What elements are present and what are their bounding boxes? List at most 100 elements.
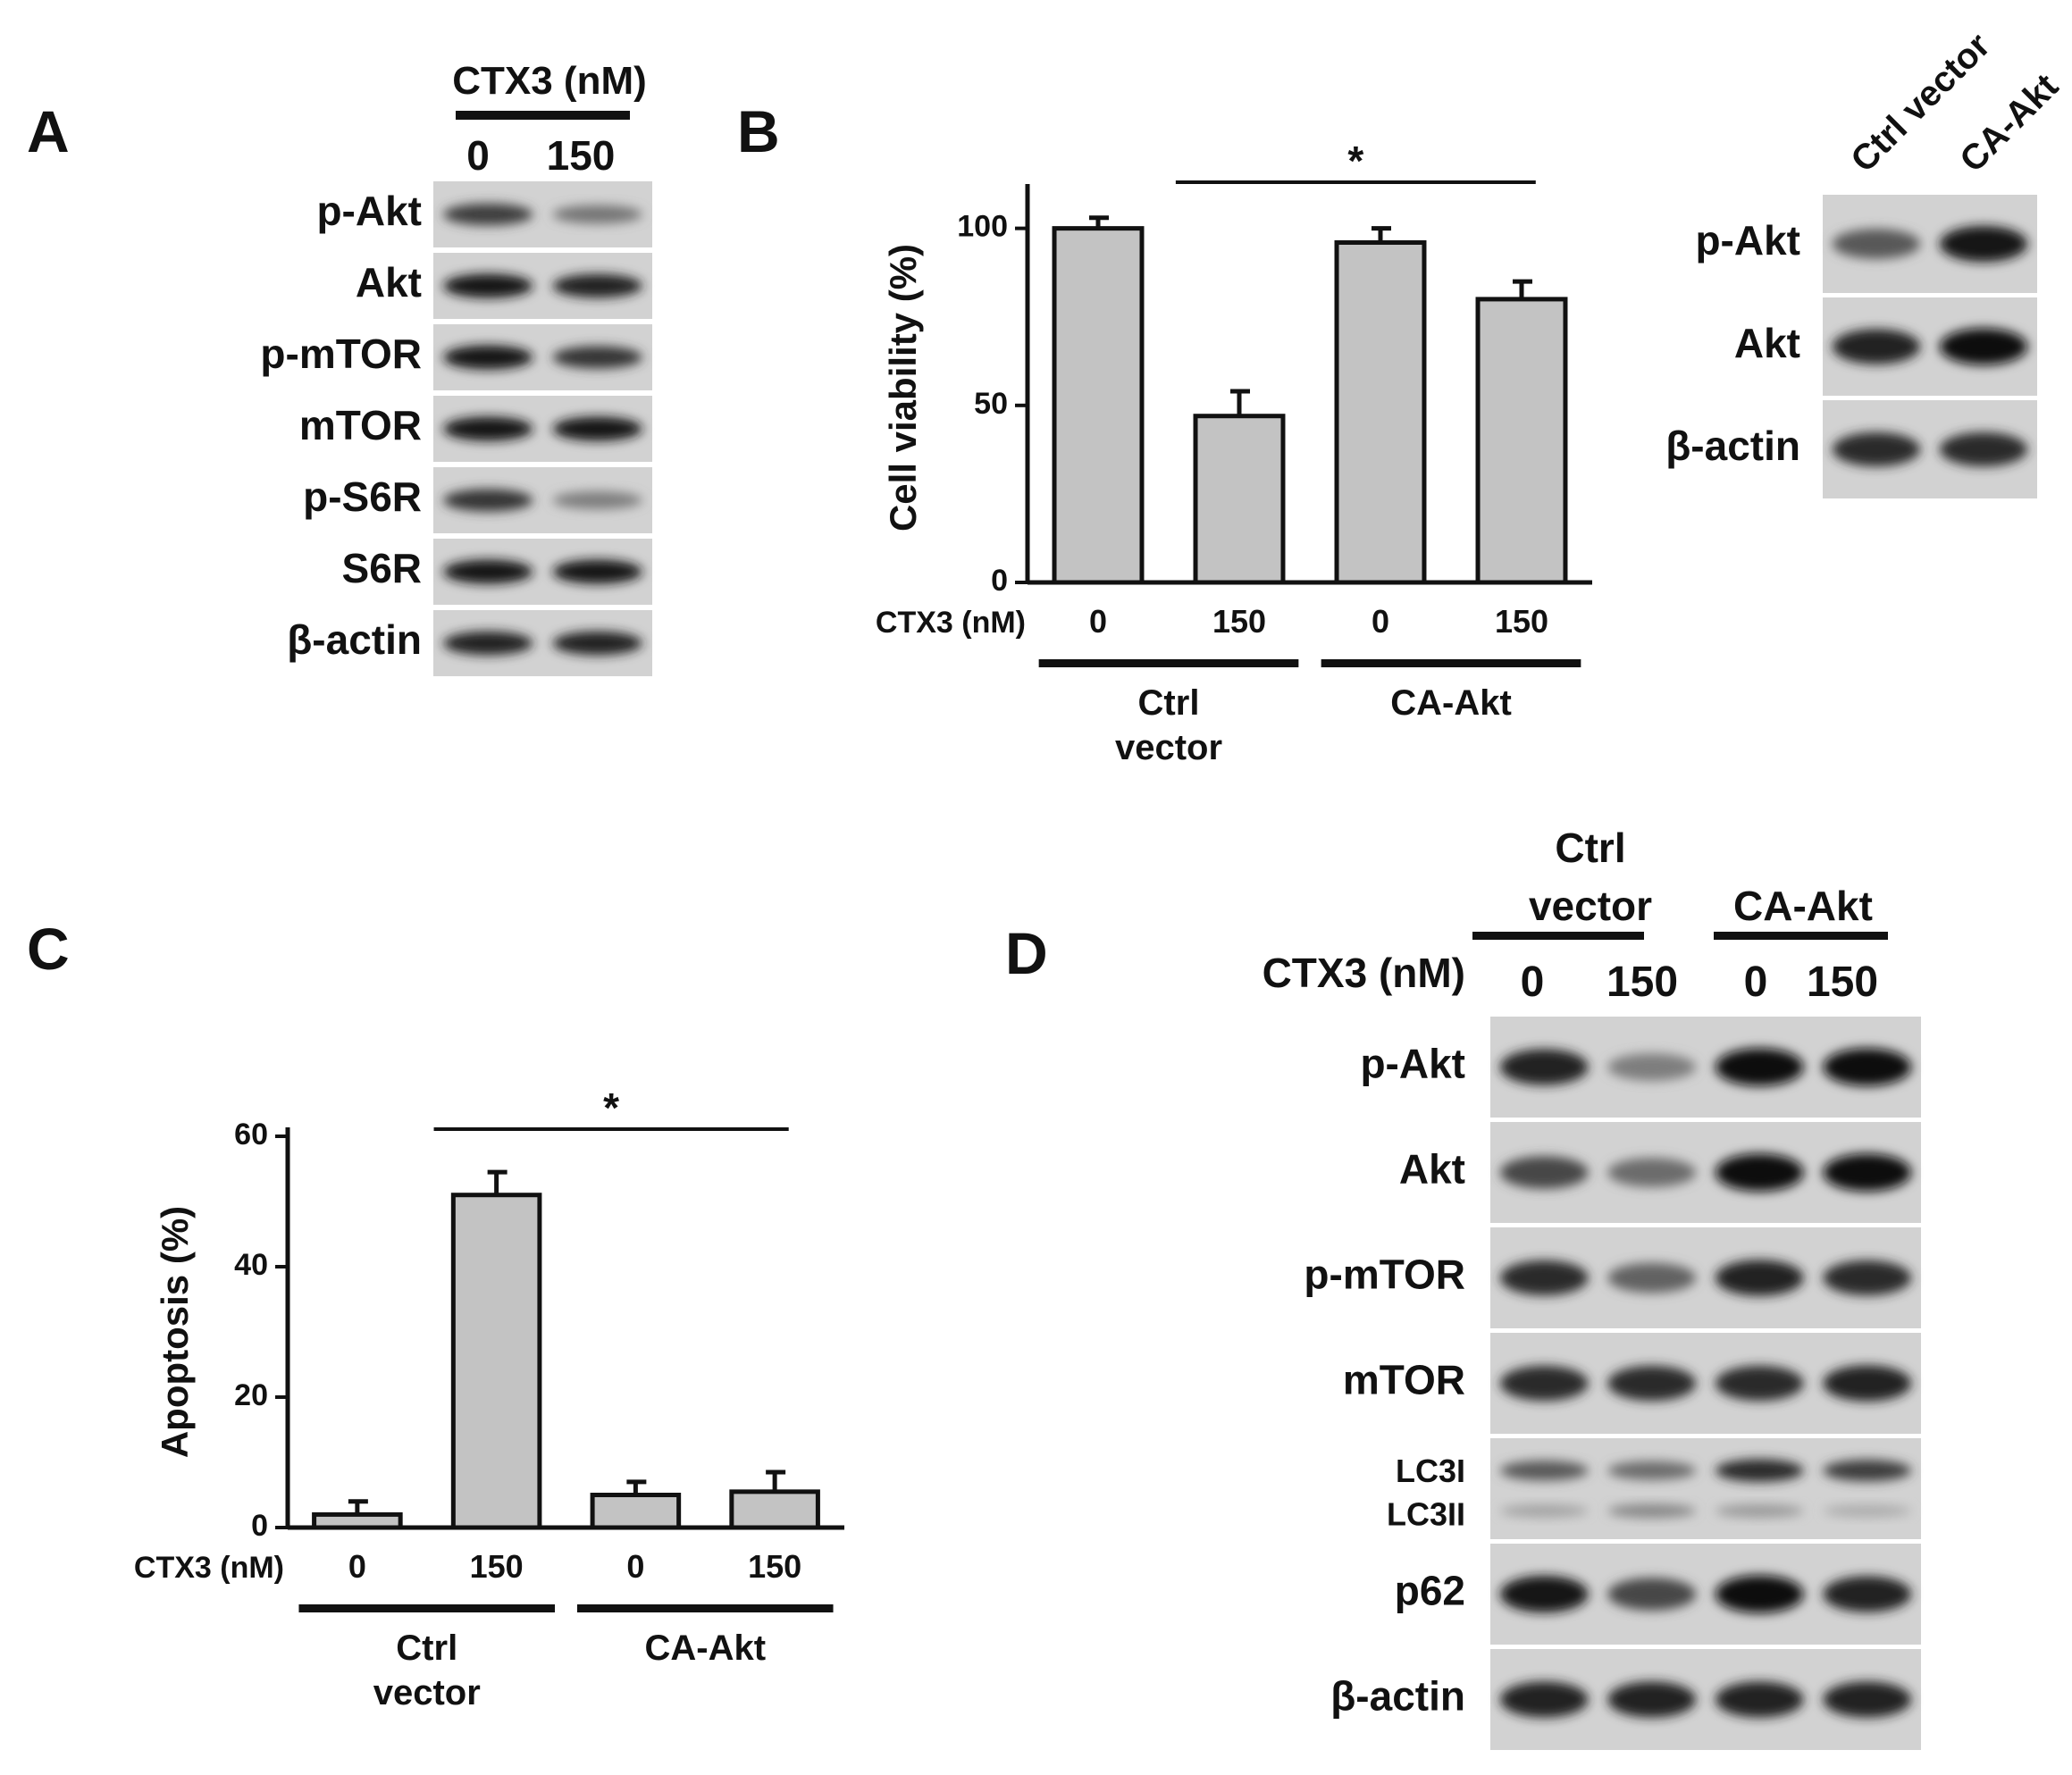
panel-d-band-6-2 bbox=[1715, 1681, 1804, 1718]
chart-c-group-0-line-0: Ctrl bbox=[396, 1628, 457, 1668]
panel-d-band-0-1 bbox=[1607, 1053, 1697, 1081]
panel-b-band-1-1 bbox=[1939, 328, 2028, 365]
panel-d-band-2-0 bbox=[1499, 1260, 1589, 1296]
panel-d-band-3-1 bbox=[1607, 1365, 1697, 1402]
panel-d-strip-4 bbox=[1490, 1438, 1921, 1539]
panel-a-label-2: p-mTOR bbox=[260, 331, 422, 377]
panel-b-band-0-0 bbox=[1832, 229, 1921, 259]
panel-a-label-3: mTOR bbox=[299, 402, 422, 448]
panel-b-lane-1: CA-Akt bbox=[1952, 66, 2066, 180]
panel-d-label-0: p-Akt bbox=[1360, 1041, 1465, 1087]
panel-b-label-2: β-actin bbox=[1665, 423, 1800, 469]
panel-a-band-5-0 bbox=[443, 559, 533, 584]
chart-b-ytick-label-0: 0 bbox=[991, 564, 1008, 598]
panel-d-band-2-2 bbox=[1715, 1260, 1804, 1296]
chart-b-bar-2 bbox=[1334, 239, 1427, 585]
panel-a-lane-0: 0 bbox=[466, 132, 490, 179]
panel-d-lane-0: 0 bbox=[1521, 959, 1545, 1006]
panel-c-chart: 0 20 40 60 Apoptosis (%) 0 150 0 150 CTX3 (nM) Ctr… bbox=[134, 1084, 844, 1712]
panel-a-band-3-0 bbox=[443, 416, 533, 441]
chart-c-ytick-label-0: 0 bbox=[251, 1509, 268, 1543]
chart-b-category-3: 150 bbox=[1495, 603, 1548, 640]
chart-c-bar-3 bbox=[729, 1489, 820, 1530]
panel-d-header: CTX3 (nM) bbox=[1262, 950, 1465, 996]
chart-c-group-0-line-1: vector bbox=[373, 1673, 481, 1712]
panel-c-letter: C bbox=[27, 916, 70, 982]
panel-a-label-0: p-Akt bbox=[316, 188, 422, 234]
panel-d-group-1: CA-Akt bbox=[1733, 883, 1873, 929]
panel-d-band-6-0 bbox=[1499, 1681, 1589, 1718]
chart-c-category-0: 0 bbox=[348, 1548, 366, 1585]
panel-a-lane-1: 150 bbox=[547, 132, 616, 179]
panel-d-group-0-line-1: vector bbox=[1529, 883, 1652, 929]
panel-d-groups: Ctrl vector CA-Akt bbox=[1472, 825, 1888, 940]
panel-a-band-6-1 bbox=[552, 631, 642, 656]
chart-b-group-0-line-0: Ctrl bbox=[1138, 683, 1200, 723]
panel-a-header: CTX3 (nM) bbox=[452, 59, 647, 103]
panel-d-label-1: Akt bbox=[1399, 1146, 1465, 1193]
chart-c-category-1: 150 bbox=[470, 1548, 524, 1585]
panel-a-blot: p-Akt Akt p-mTOR mTOR p-S6R S6R β-actin bbox=[260, 181, 652, 676]
panel-d-band-6-1 bbox=[1607, 1681, 1697, 1718]
panel-d-band-0-3 bbox=[1823, 1048, 1912, 1086]
panel-a-band-1-0 bbox=[443, 273, 533, 298]
panel-a-band-4-0 bbox=[443, 489, 533, 512]
panel-d-band-3-2 bbox=[1715, 1365, 1804, 1402]
panel-d-lane-2: 0 bbox=[1744, 959, 1768, 1006]
chart-b-category-0: 0 bbox=[1089, 603, 1107, 640]
panel-b-band-2-1 bbox=[1939, 431, 2028, 467]
panel-a-label-4: p-S6R bbox=[303, 473, 422, 520]
panel-d-band2-4-0 bbox=[1499, 1504, 1589, 1518]
panel-d-lane-3: 150 bbox=[1807, 959, 1878, 1006]
panel-a-header-bar bbox=[456, 111, 630, 120]
chart-b-sig-star: * bbox=[1347, 138, 1363, 184]
panel-d-band-4-3 bbox=[1823, 1460, 1912, 1482]
chart-b-group-bar-1 bbox=[1321, 659, 1581, 667]
panel-d-band-2-1 bbox=[1607, 1262, 1697, 1294]
panel-b-letter: B bbox=[737, 98, 780, 164]
panel-d-band-2-3 bbox=[1823, 1260, 1912, 1296]
panel-d-band-3-0 bbox=[1499, 1365, 1589, 1402]
panel-d-band-4-1 bbox=[1607, 1461, 1697, 1480]
chart-b-bar-0 bbox=[1052, 226, 1145, 585]
chart-b-ytick-label-1: 50 bbox=[974, 387, 1008, 421]
panel-d-band-1-0 bbox=[1499, 1156, 1589, 1189]
panel-d-band2-4-2 bbox=[1715, 1503, 1804, 1518]
panel-d-lane-1: 150 bbox=[1606, 959, 1678, 1006]
panel-d-band-3-3 bbox=[1823, 1365, 1912, 1402]
panel-d-band-1-1 bbox=[1607, 1158, 1697, 1187]
panel-a-label-6: β-actin bbox=[287, 616, 422, 663]
chart-c-ytick-label-1: 20 bbox=[234, 1378, 268, 1412]
panel-a-band-2-1 bbox=[552, 346, 642, 369]
chart-c-ytick-label-3: 60 bbox=[234, 1118, 268, 1151]
chart-b-group-bar-0 bbox=[1038, 659, 1299, 667]
panel-a-band-4-1 bbox=[552, 490, 642, 510]
chart-c-xlabel: CTX3 (nM) bbox=[134, 1551, 284, 1585]
chart-c-bar-0 bbox=[312, 1511, 403, 1530]
panel-b-band-2-0 bbox=[1832, 431, 1921, 467]
panel-b: B 0 50 100 Cell viability (%) 0 150 0 150 CTX3 (… bbox=[737, 26, 2066, 767]
panel-d-label-2: p-mTOR bbox=[1304, 1252, 1465, 1298]
chart-b-ylabel: Cell viability (%) bbox=[882, 244, 924, 532]
panel-d-letter: D bbox=[1005, 920, 1048, 986]
panel-d-group-0-bar bbox=[1472, 932, 1644, 940]
panel-d-blot: p-Akt Akt p-mTOR mTOR LC3I LC3II p62 β-actin bbox=[1304, 1017, 1921, 1750]
panel-d-band-5-3 bbox=[1823, 1576, 1912, 1612]
panel-d-band-1-2 bbox=[1715, 1153, 1804, 1192]
panel-d-band2-4-1 bbox=[1607, 1503, 1697, 1519]
chart-c-bar-2 bbox=[590, 1493, 682, 1530]
panel-d-label-6: β-actin bbox=[1330, 1673, 1465, 1720]
chart-c-category-3: 150 bbox=[748, 1548, 801, 1585]
panel-b-label-0: p-Akt bbox=[1695, 217, 1800, 264]
panel-d-band-5-0 bbox=[1499, 1575, 1589, 1613]
panel-a-band-5-1 bbox=[552, 559, 642, 584]
chart-b-bar-3 bbox=[1475, 297, 1568, 585]
chart-c-ylabel: Apoptosis (%) bbox=[154, 1206, 196, 1458]
panel-d-band2-4-3 bbox=[1823, 1504, 1912, 1518]
panel-b-chart: 0 50 100 Cell viability (%) 0 150 0 150 CTX3 (nM… bbox=[876, 138, 1592, 767]
chart-b-xlabel: CTX3 (nM) bbox=[876, 606, 1026, 640]
panel-d: D Ctrl vector CA-Akt CTX3 (nM) 0 150 0 150… bbox=[1005, 825, 1921, 1750]
panel-a-band-3-1 bbox=[552, 416, 642, 441]
panel-b-band-1-0 bbox=[1832, 329, 1921, 364]
